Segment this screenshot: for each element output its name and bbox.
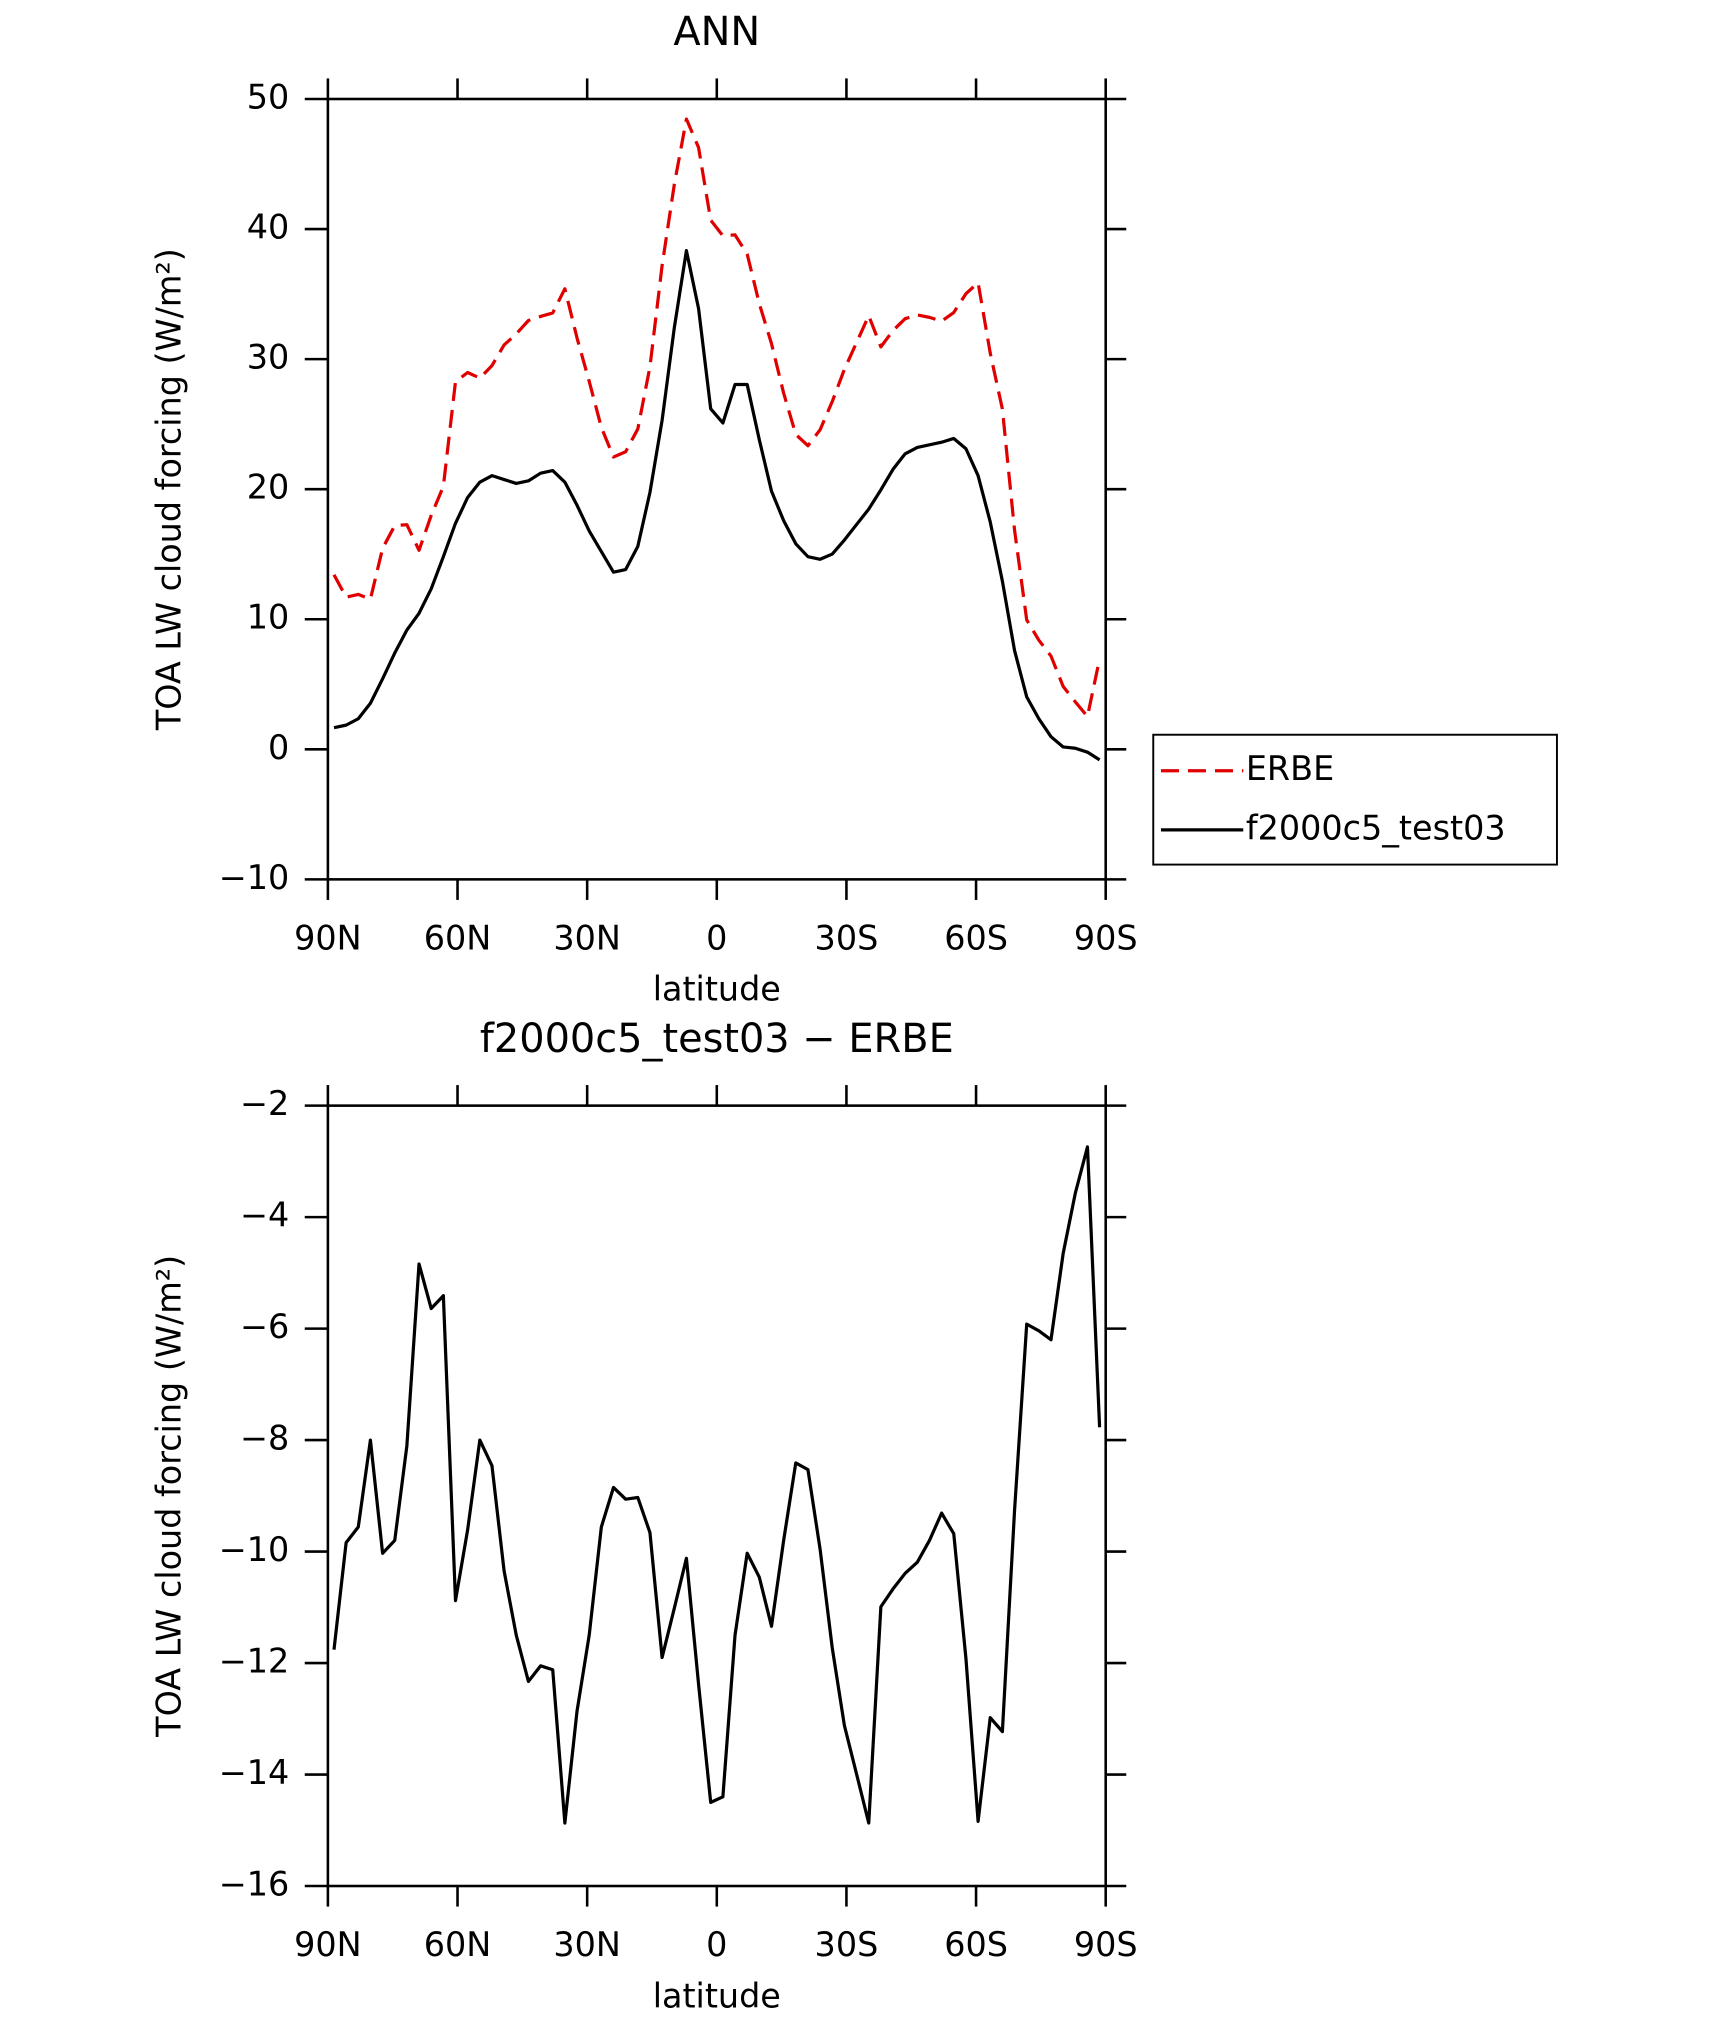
series-line [333,249,1101,762]
legend-label: ERBE [1246,749,1334,788]
x-axis-label: latitude [653,1976,781,2015]
y-tick-label: −4 [240,1196,289,1235]
plot-frame [326,97,1107,881]
y-tick-label: 20 [247,468,290,507]
y-tick-label: −10 [219,1530,290,1569]
x-tick-label: 30N [553,1925,621,1964]
legend-box [1152,733,1558,866]
y-tick-label: −16 [219,1865,290,1904]
legend-label: f2000c5_test03 [1246,808,1506,847]
x-tick-label: 90S [1074,918,1138,957]
x-tick-label: 60N [424,1925,492,1964]
x-tick-label: 90N [294,1925,362,1964]
y-tick-label: 10 [247,598,290,637]
plot-frame [326,1104,1107,1888]
x-tick-label: 0 [706,918,727,957]
x-tick-label: 30N [553,918,621,957]
series-line [332,117,1102,719]
y-axis-label: TOA LW cloud forcing (W/m²) [150,248,189,731]
chart-title: f2000c5_test03 − ERBE [480,1016,954,1062]
y-tick-label: −6 [240,1307,289,1346]
y-tick-label: 50 [247,77,290,116]
x-tick-label: 30S [815,918,879,957]
y-tick-label: 30 [247,338,290,377]
y-tick-label: −2 [240,1084,289,1123]
x-axis-label: latitude [653,970,781,1009]
x-tick-label: 0 [706,1925,727,1964]
x-tick-label: 90S [1074,1925,1138,1964]
x-tick-label: 30S [815,1925,879,1964]
y-tick-label: −12 [219,1642,290,1681]
x-tick-label: 60S [944,918,1008,957]
chart-title: ANN [673,9,760,55]
y-axis-label: TOA LW cloud forcing (W/m²) [150,1255,189,1738]
y-tick-label: −14 [219,1753,290,1792]
x-tick-label: 60S [944,1925,1008,1964]
x-tick-label: 60N [424,918,492,957]
y-tick-label: −10 [219,858,290,897]
series-line [332,1145,1102,1825]
y-tick-label: −8 [240,1419,289,1458]
x-tick-label: 90N [294,918,362,957]
y-tick-label: 0 [268,728,289,767]
y-tick-label: 40 [247,208,290,247]
